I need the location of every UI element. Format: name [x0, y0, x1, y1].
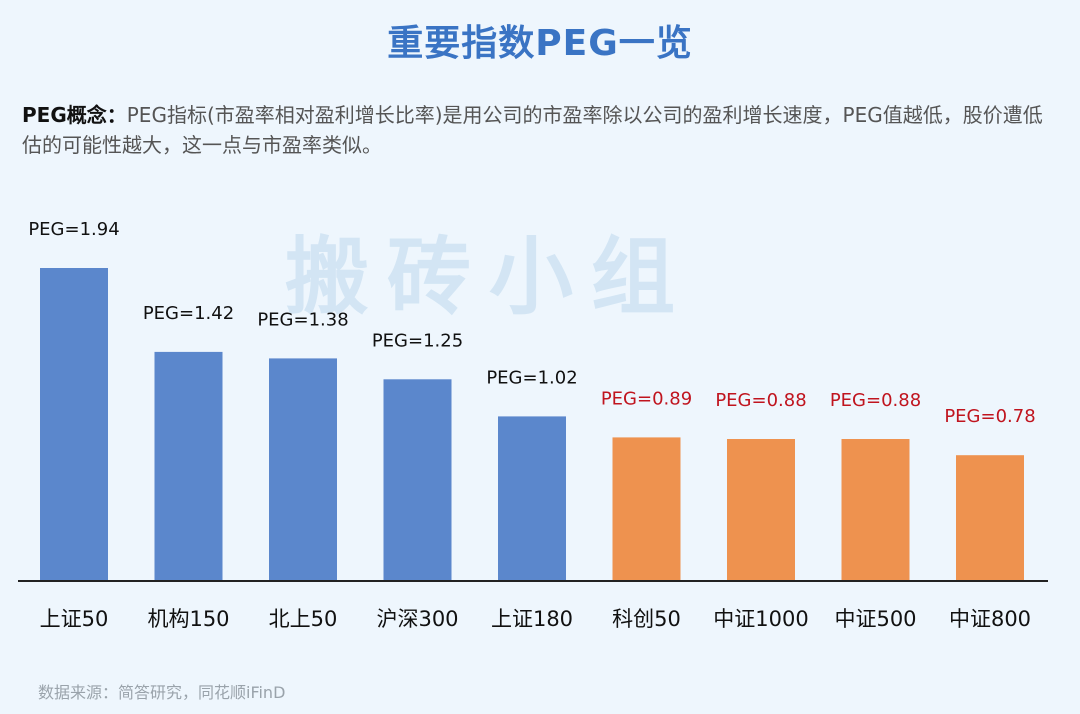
data-label: PEG=1.02	[486, 367, 577, 388]
bar	[727, 439, 795, 581]
concept-paragraph: PEG概念：PEG指标(市盈率相对盈利增长比率)是用公司的市盈率除以公司的盈利增…	[22, 100, 1052, 160]
category-label: 中证500	[834, 607, 916, 631]
category-label: 中证1000	[713, 607, 808, 631]
category-label: 上证180	[491, 607, 573, 631]
data-label: PEG=1.25	[372, 330, 463, 351]
data-label: PEG=0.88	[715, 390, 806, 411]
bar	[841, 439, 910, 581]
concept-label: PEG概念：	[22, 103, 127, 127]
data-label: PEG=0.88	[830, 390, 921, 411]
data-source: 数据来源：简答研究，同花顺iFinD	[38, 683, 286, 702]
data-label: PEG=1.94	[28, 219, 119, 240]
category-label: 科创50	[612, 607, 681, 631]
chart-title: 重要指数PEG一览	[387, 23, 693, 64]
bar	[498, 416, 566, 581]
bar	[612, 437, 681, 581]
concept-text: PEG指标(市盈率相对盈利增长比率)是用公司的市盈率除以公司的盈利增长速度，PE…	[22, 103, 1043, 157]
category-label: 上证50	[40, 607, 109, 631]
data-label: PEG=1.42	[143, 303, 234, 324]
bar	[956, 455, 1024, 581]
data-label: PEG=0.78	[944, 406, 1035, 427]
category-label: 中证800	[949, 607, 1031, 631]
category-label: 沪深300	[376, 607, 458, 631]
bar	[269, 358, 337, 581]
category-label: 机构150	[147, 607, 229, 631]
bar	[154, 351, 223, 581]
bar	[383, 379, 452, 581]
watermark: 搬砖小组	[285, 228, 694, 326]
bar	[40, 268, 108, 581]
data-label: PEG=1.38	[257, 309, 348, 330]
data-label: PEG=0.89	[601, 388, 692, 409]
category-label: 北上50	[269, 607, 338, 631]
